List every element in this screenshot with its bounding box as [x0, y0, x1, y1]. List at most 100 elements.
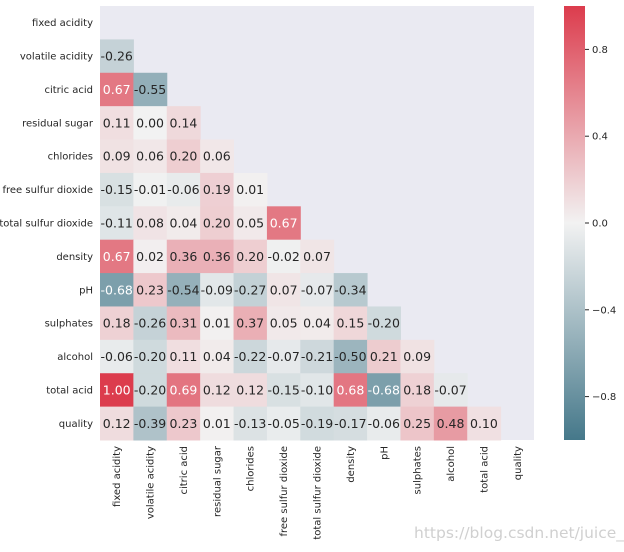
cell-value-label: 0.01: [203, 316, 231, 331]
cell-value-label: 0.04: [170, 216, 198, 231]
cell-value-label: 0.07: [303, 249, 331, 264]
cell-value-label: -0.54: [167, 282, 199, 297]
colorbar-tick-label: 0.0: [592, 219, 608, 230]
heatmap-cell: [233, 239, 268, 274]
heatmap-cell: [200, 239, 235, 274]
cell-value-label: 0.06: [203, 149, 231, 164]
heatmap-cell: [233, 306, 268, 341]
heatmap-cell: [133, 306, 168, 341]
cell-value-label: 0.04: [203, 349, 231, 364]
cell-value-label: 0.12: [236, 382, 264, 397]
heatmap-cell: [100, 39, 134, 74]
cell-value-label: 0.48: [437, 416, 465, 431]
heatmap-cell: [200, 139, 235, 174]
heatmap-cell: [266, 306, 301, 341]
heatmap-cell: [300, 373, 335, 408]
heatmap-cell: [166, 106, 201, 141]
cell-value-label: 0.20: [170, 149, 198, 164]
x-tick-label: total sulfur dioxide: [313, 446, 324, 540]
heatmap-cell: [333, 406, 368, 441]
x-tick-label: fixed acidity: [112, 446, 123, 507]
colorbar-tick-label: −0.8: [592, 392, 616, 403]
cell-value-label: 0.67: [103, 249, 131, 264]
cell-value-label: 0.23: [136, 282, 164, 297]
y-tick-label: alcohol: [57, 352, 93, 363]
heatmap-cell: [133, 373, 168, 408]
heatmap-cell: [133, 72, 168, 107]
y-tick-label: pH: [79, 285, 93, 296]
cell-value-label: 0.12: [203, 382, 231, 397]
cell-value-label: -0.02: [267, 249, 299, 264]
x-tick-label: pH: [379, 446, 390, 460]
heatmap-cell: [166, 206, 201, 241]
cell-value-label: -0.07: [267, 349, 299, 364]
heatmap-cell: [367, 339, 401, 374]
heatmap-cell: [166, 273, 201, 307]
heatmap-cell: [200, 306, 235, 341]
heatmap-cell: [266, 339, 301, 374]
heatmap-cell: [433, 406, 468, 441]
heatmap-cell: [133, 139, 168, 174]
heatmap-cell: [100, 273, 134, 307]
heatmap-cell: [166, 172, 201, 207]
cell-value-label: 0.06: [136, 149, 164, 164]
heatmap-cell: [233, 206, 268, 241]
heatmap-cell: [100, 106, 134, 141]
cell-value-label: 0.00: [136, 115, 164, 130]
heatmap-cell: [400, 339, 435, 374]
heatmap-cell: [200, 206, 235, 241]
cell-value-label: -0.06: [101, 349, 133, 364]
cell-value-label: 0.67: [103, 82, 131, 97]
x-tick-label: quality: [513, 446, 524, 480]
cell-value-label: 1.00: [103, 382, 131, 397]
heatmap-cells: -0.260.67 -0.550.11 0.00 0.140.09 0.06 0.20 0.…: [100, 39, 502, 441]
x-tick-label: density: [346, 446, 357, 483]
heatmap-cell: [333, 339, 368, 374]
cell-value-label: -0.50: [334, 349, 366, 364]
y-tick-label: density: [56, 252, 93, 263]
heatmap-cell: [233, 406, 268, 441]
y-tick-label: chlorides: [48, 152, 93, 163]
cell-value-label: -0.09: [201, 282, 233, 297]
cell-value-label: 0.15: [336, 316, 364, 331]
colorbar-tick-label: 0.8: [592, 45, 608, 56]
heatmap-cell: [333, 273, 368, 307]
cell-value-label: 0.02: [136, 249, 164, 264]
cell-value-label: 0.68: [336, 382, 364, 397]
cell-value-label: 0.05: [236, 216, 264, 231]
x-tick-label: alcohol: [446, 446, 457, 482]
cell-value-label: -0.26: [134, 316, 166, 331]
heatmap-cell: [133, 239, 168, 274]
cell-value-label: -0.20: [368, 316, 400, 331]
cell-value-label: 0.09: [103, 149, 131, 164]
heatmap-cell: [166, 239, 201, 274]
cell-value-label: -0.11: [101, 216, 133, 231]
heatmap-cell: [400, 406, 435, 441]
cell-value-label: 0.20: [203, 216, 231, 231]
cell-value-label: 0.37: [236, 316, 264, 331]
x-tick-label: total acid: [479, 446, 490, 493]
cell-value-label: -0.19: [301, 416, 333, 431]
x-tick-label: chlorides: [246, 446, 257, 491]
watermark: https://blog.csdn.net/juice_10: [414, 524, 624, 542]
heatmap-cell: [367, 306, 401, 341]
y-tick-label: volatile acidity: [20, 52, 93, 63]
cell-value-label: -0.68: [368, 382, 400, 397]
cell-value-label: -0.20: [134, 382, 166, 397]
cell-value-label: -0.15: [101, 182, 133, 197]
heatmap-cell: [266, 239, 301, 274]
heatmap-cell: [233, 172, 268, 207]
heatmap-cell: [200, 373, 235, 408]
y-tick-label: residual sugar: [22, 118, 94, 129]
cell-value-label: -0.55: [134, 82, 166, 97]
x-tick-label: residual sugar: [212, 445, 223, 517]
cell-value-label: -0.07: [434, 382, 466, 397]
cell-value-label: 0.01: [203, 416, 231, 431]
cell-value-label: -0.68: [101, 282, 133, 297]
heatmap-cell: [133, 406, 168, 441]
heatmap-cell: [433, 373, 468, 408]
y-tick-label: quality: [59, 419, 93, 430]
cell-value-label: 0.04: [303, 316, 331, 331]
cell-value-label: 0.19: [203, 182, 231, 197]
